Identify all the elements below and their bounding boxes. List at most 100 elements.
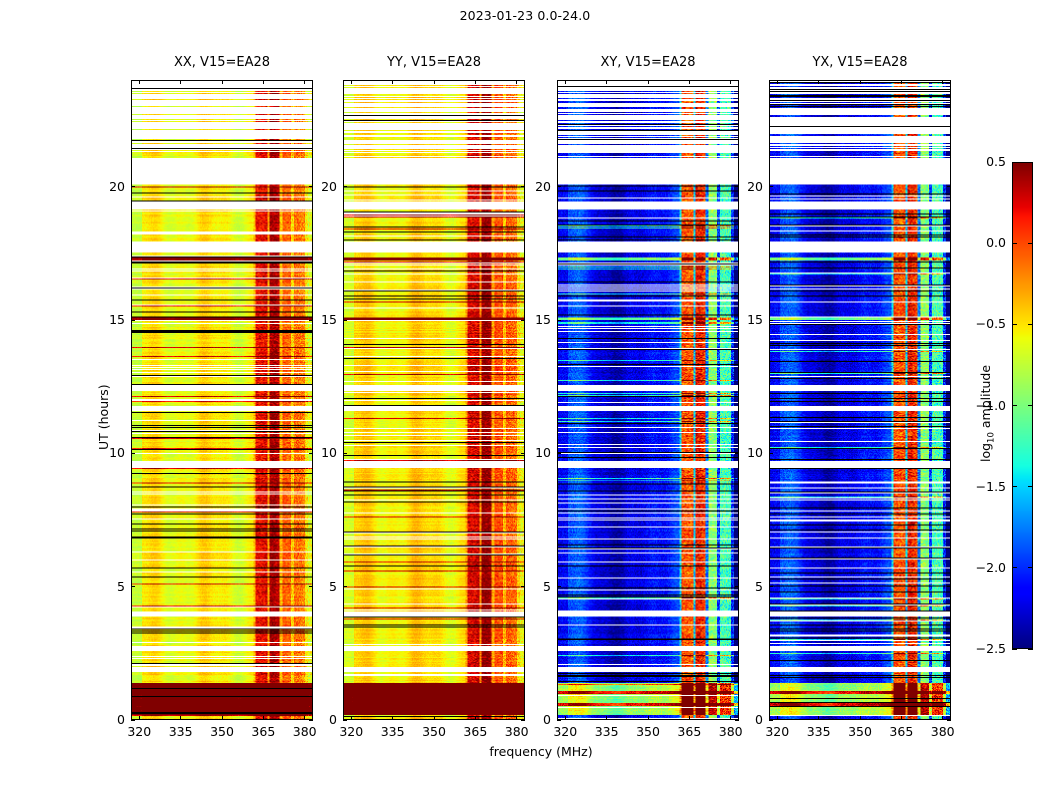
x-tick-top-3-3 xyxy=(900,80,902,84)
colorbar-tick-label-5: 0.0 xyxy=(986,235,1006,251)
y-tick-right-2-0 xyxy=(735,719,739,721)
colorbar-tick-label-3: −1.0 xyxy=(975,397,1006,413)
y-tick-label-1-3: 15 xyxy=(321,312,337,327)
x-tick-label-0-2: 350 xyxy=(210,724,234,739)
y-tick-right-0-2 xyxy=(309,452,313,454)
y-tick-label-3-2: 10 xyxy=(747,445,763,461)
x-tick-2-4 xyxy=(730,716,732,720)
y-tick-2-0 xyxy=(557,719,561,721)
colorbar-label-text: log xyxy=(978,442,993,462)
y-tick-3-1 xyxy=(769,586,773,588)
x-tick-2-0 xyxy=(564,716,566,720)
colorbar-tick-3 xyxy=(1012,405,1017,406)
colorbar-tick-right-2 xyxy=(1028,486,1033,488)
y-tick-right-1-3 xyxy=(521,319,525,321)
colorbar-tick-label-4: −0.5 xyxy=(975,316,1006,332)
x-tick-label-1-0: 320 xyxy=(339,724,364,739)
y-tick-2-1 xyxy=(557,586,561,588)
y-tick-right-1-1 xyxy=(521,586,525,588)
colorbar-tick-4 xyxy=(1012,323,1017,325)
x-tick-label-1-1: 335 xyxy=(380,724,405,739)
colorbar-tick-label-2: −1.5 xyxy=(975,478,1006,494)
y-tick-label-1-0: 0 xyxy=(329,712,337,727)
colorbar-tick-right-0 xyxy=(1028,648,1033,650)
y-tick-right-1-4 xyxy=(521,186,525,188)
y-tick-right-3-2 xyxy=(947,452,951,454)
x-tick-2-1 xyxy=(606,716,608,720)
waterfall-image-xy xyxy=(558,81,738,719)
y-tick-label-0-2: 10 xyxy=(109,445,125,461)
x-tick-top-1-0 xyxy=(350,80,352,84)
colorbar-tick-right-1 xyxy=(1028,567,1033,569)
x-axis-label: frequency (MHz) xyxy=(489,744,593,759)
x-tick-1-4 xyxy=(516,716,518,720)
y-tick-right-2-1 xyxy=(735,586,739,588)
colorbar-tick-1 xyxy=(1012,567,1017,569)
y-tick-label-0-4: 20 xyxy=(109,178,125,194)
waterfall-panel-yx[interactable] xyxy=(769,80,951,720)
waterfall-image-yx xyxy=(770,81,950,719)
x-tick-1-1 xyxy=(392,716,394,720)
x-tick-0-1 xyxy=(180,716,182,720)
x-tick-top-3-2 xyxy=(859,80,861,84)
x-tick-top-3-0 xyxy=(776,80,778,84)
x-tick-0-0 xyxy=(138,716,140,720)
x-tick-0-2 xyxy=(221,716,223,720)
x-tick-label-2-3: 365 xyxy=(677,724,702,739)
y-tick-1-4 xyxy=(343,186,347,188)
y-tick-right-1-2 xyxy=(521,452,525,454)
x-tick-label-0-4: 380 xyxy=(292,724,317,739)
y-tick-label-1-1: 5 xyxy=(329,578,337,594)
y-tick-right-3-0 xyxy=(947,719,951,721)
y-tick-right-1-0 xyxy=(521,719,525,721)
colorbar-tick-label-0: −2.5 xyxy=(975,641,1006,656)
panel-title-yx: YX, V15=EA28 xyxy=(812,55,908,70)
x-tick-top-1-1 xyxy=(392,80,394,84)
y-tick-1-1 xyxy=(343,586,347,588)
y-tick-0-3 xyxy=(131,319,135,321)
y-tick-0-1 xyxy=(131,586,135,588)
y-tick-right-0-4 xyxy=(309,186,313,188)
x-tick-label-2-1: 335 xyxy=(594,724,619,739)
x-tick-top-0-3 xyxy=(262,80,264,84)
y-tick-label-0-3: 15 xyxy=(109,312,125,327)
x-tick-label-2-0: 320 xyxy=(553,724,578,739)
colorbar-tick-label-1: −2.0 xyxy=(975,559,1006,575)
x-tick-top-3-4 xyxy=(942,80,944,84)
x-tick-1-3 xyxy=(474,716,476,720)
waterfall-panel-yy[interactable] xyxy=(343,80,525,720)
x-tick-top-2-3 xyxy=(688,80,690,84)
x-tick-label-3-1: 335 xyxy=(806,724,831,739)
y-tick-right-2-4 xyxy=(735,186,739,188)
x-tick-1-0 xyxy=(350,716,352,720)
x-tick-3-2 xyxy=(859,716,861,720)
y-tick-1-3 xyxy=(343,319,347,321)
x-tick-0-3 xyxy=(262,716,264,720)
y-tick-right-3-1 xyxy=(947,586,951,588)
x-tick-1-2 xyxy=(433,716,435,720)
y-tick-0-0 xyxy=(131,719,135,721)
y-tick-1-0 xyxy=(343,719,347,721)
x-tick-label-3-2: 350 xyxy=(848,724,872,739)
waterfall-panel-xy[interactable] xyxy=(557,80,739,720)
y-axis-label: UT (hours) xyxy=(96,384,111,450)
x-tick-label-2-2: 350 xyxy=(636,724,660,739)
x-tick-2-2 xyxy=(647,716,649,720)
x-tick-3-1 xyxy=(818,716,820,720)
colorbar-tick-2 xyxy=(1012,486,1017,488)
colorbar-tick-0 xyxy=(1012,648,1017,650)
waterfall-panel-xx[interactable] xyxy=(131,80,313,720)
y-tick-label-3-0: 0 xyxy=(755,712,763,727)
y-tick-2-2 xyxy=(557,452,561,454)
x-tick-top-1-2 xyxy=(433,80,435,84)
y-tick-3-4 xyxy=(769,186,773,188)
y-tick-right-2-3 xyxy=(735,319,739,321)
y-tick-2-4 xyxy=(557,186,561,188)
colorbar-label: log10 amplitude xyxy=(978,365,997,462)
x-tick-top-0-0 xyxy=(138,80,140,84)
panel-title-xy: XY, V15=EA28 xyxy=(600,55,696,70)
x-tick-label-0-0: 320 xyxy=(127,724,152,739)
x-tick-top-3-1 xyxy=(818,80,820,84)
y-tick-right-0-0 xyxy=(309,719,313,721)
